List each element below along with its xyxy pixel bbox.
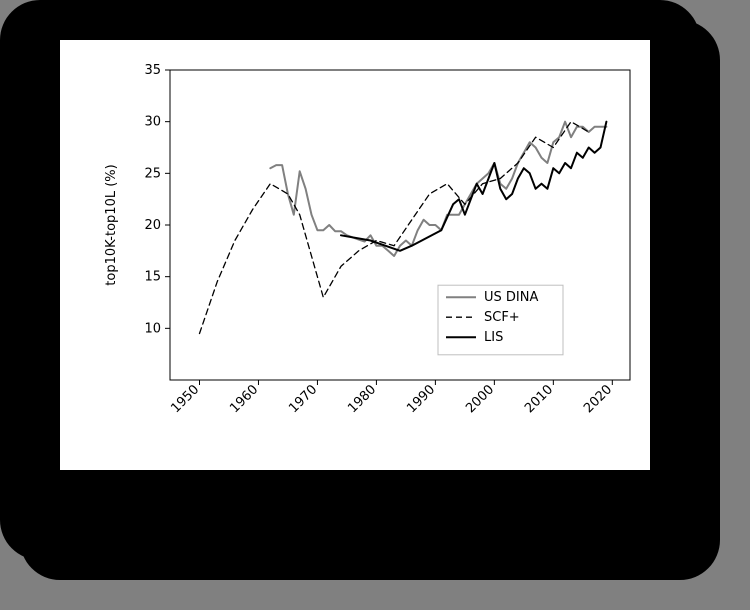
x-tick-label: 2000: [463, 382, 497, 416]
series-us-dina: [270, 122, 606, 256]
series-lis: [341, 122, 606, 251]
y-tick-label: 25: [144, 166, 161, 181]
y-axis-label: top10K-top10L (%): [104, 164, 119, 285]
x-tick-label: 2010: [522, 382, 556, 416]
y-tick-label: 20: [144, 218, 161, 233]
legend-label: LIS: [484, 330, 503, 345]
outer-card: 10 15 20 25 30 35 1950 1960 1970 1980 1990 2000 2010…: [0, 0, 700, 560]
chart-panel: 10 15 20 25 30 35 1950 1960 1970 1980 1990 2000 2010…: [60, 40, 650, 470]
y-tick-label: 10: [144, 321, 161, 336]
x-tick-label: 1960: [227, 382, 261, 416]
legend-label: US DINA: [484, 290, 538, 305]
y-tick-label: 15: [144, 270, 161, 285]
line-chart: 10 15 20 25 30 35 1950 1960 1970 1980 1990 2000 2010…: [60, 40, 650, 470]
x-tick-label: 2020: [581, 382, 615, 416]
y-tick-label: 30: [144, 115, 161, 130]
x-tick-label: 1980: [345, 382, 379, 416]
x-tick-label: 1990: [404, 382, 438, 416]
x-tick-label: 1950: [168, 382, 202, 416]
legend-label: SCF+: [484, 310, 520, 325]
x-tick-label: 1970: [286, 382, 320, 416]
y-tick-label: 35: [144, 63, 161, 78]
